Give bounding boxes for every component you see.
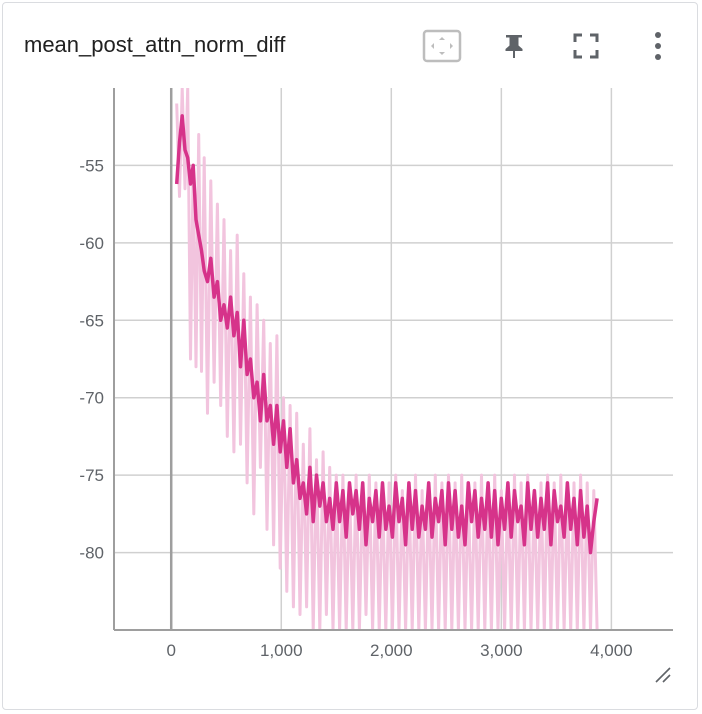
y-tick-label: -75 [79, 466, 104, 485]
x-tick-label: 2,000 [370, 641, 413, 660]
x-tick-label: 0 [166, 641, 175, 660]
fit-domain-button[interactable] [422, 26, 462, 66]
smoothed-series-line [174, 114, 599, 555]
resize-handle[interactable] [654, 666, 672, 684]
y-tick-label: -55 [79, 156, 104, 175]
axes [113, 88, 673, 631]
series-lines [174, 88, 599, 630]
y-tick-label: -65 [79, 311, 104, 330]
y-tick-label: -80 [79, 544, 104, 563]
y-tick-label: -70 [79, 389, 104, 408]
chart-title: mean_post_attn_norm_diff [24, 32, 286, 57]
y-axis-ticks: -55 -60 -65 -70 -75 -80 [79, 156, 104, 562]
more-options-button[interactable] [638, 26, 678, 66]
resize-icon [655, 667, 671, 683]
x-tick-label: 4,000 [590, 641, 633, 660]
fit-to-data-icon [422, 29, 462, 63]
x-tick-label: 3,000 [480, 641, 523, 660]
y-tick-label: -60 [79, 234, 104, 253]
x-axis-ticks: 0 1,000 2,000 3,000 4,000 [166, 641, 632, 660]
fullscreen-icon [573, 33, 599, 59]
more-vert-icon [655, 32, 661, 60]
pin-icon [505, 35, 523, 58]
x-tick-label: 1,000 [260, 641, 303, 660]
pin-button[interactable] [494, 26, 534, 66]
fullscreen-button[interactable] [566, 26, 606, 66]
